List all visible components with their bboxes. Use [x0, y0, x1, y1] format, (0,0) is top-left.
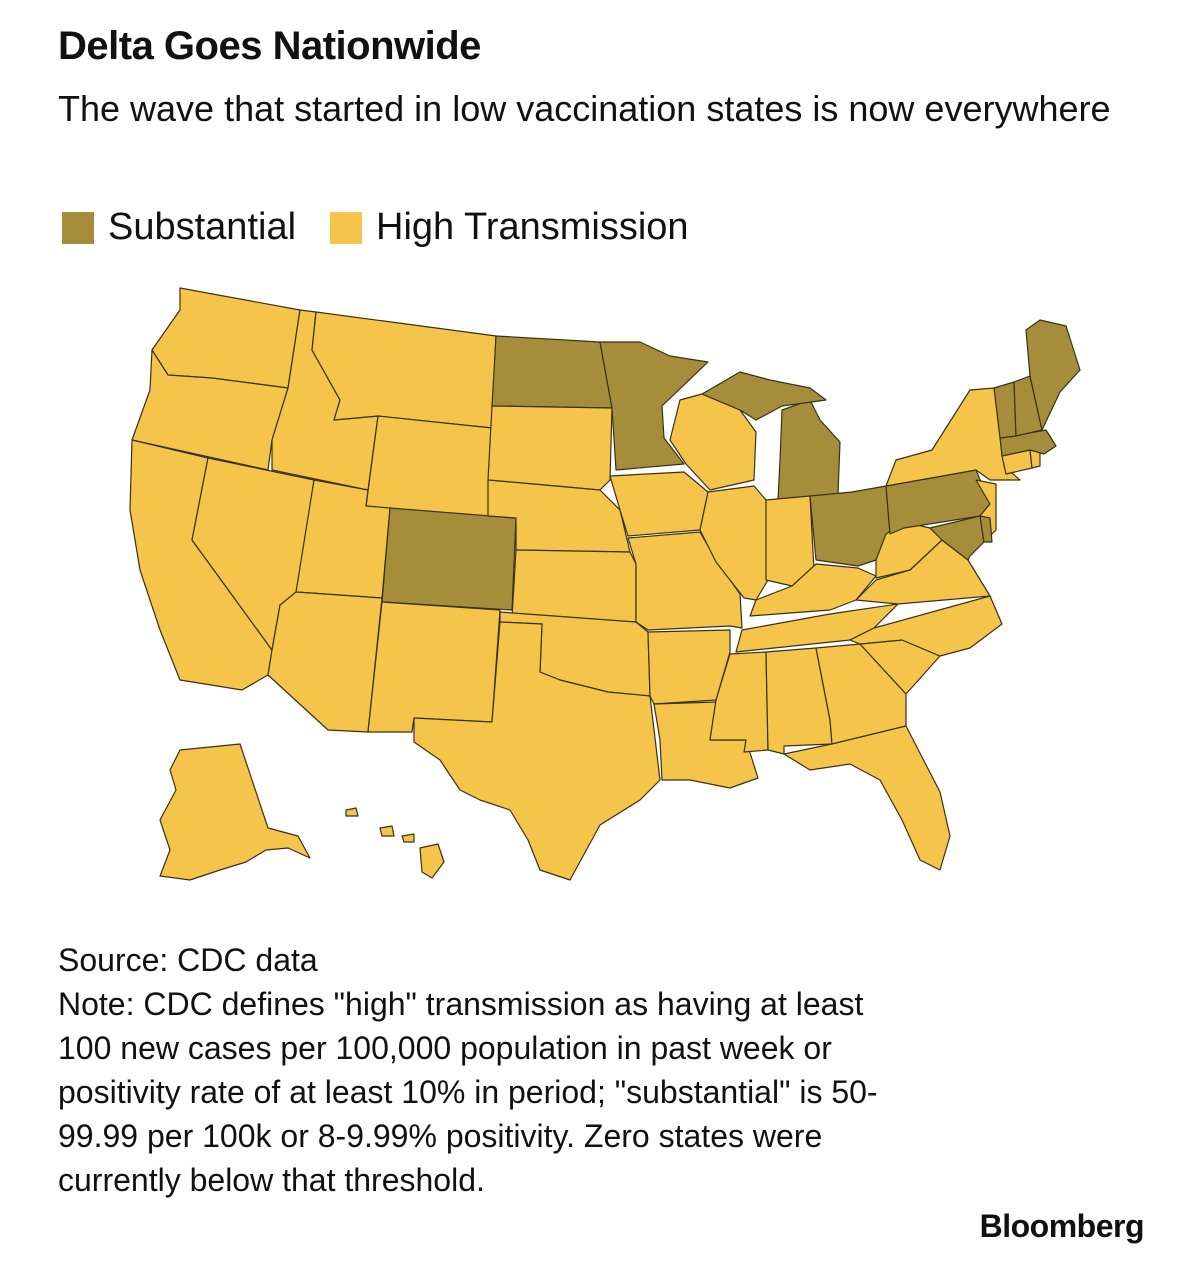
state-washington — [151, 287, 301, 389]
state-michigan — [777, 399, 841, 501]
state-arizona — [267, 591, 383, 733]
state-kansas — [511, 549, 637, 623]
legend-swatch-high — [330, 211, 363, 244]
state-north-carolina — [849, 595, 1003, 657]
state-colorado — [381, 507, 517, 611]
state-delaware — [979, 515, 993, 543]
state-hawaii — [345, 807, 445, 879]
chart-title: Delta Goes Nationwide — [58, 24, 481, 68]
state-texas — [413, 621, 661, 881]
legend: Substantial High Transmission — [62, 206, 723, 249]
state-montana — [311, 311, 497, 429]
state-michigan-upper — [701, 371, 827, 421]
footer-notes: Source: CDC data Note: CDC defines "high… — [58, 938, 918, 1202]
chart-subtitle: The wave that started in low vaccination… — [58, 88, 1111, 129]
legend-label-substantial: Substantial — [108, 206, 297, 248]
state-new-mexico — [367, 601, 501, 733]
state-minnesota — [599, 341, 709, 471]
legend-label-high: High Transmission — [376, 206, 689, 248]
source-text: Source: CDC data — [58, 942, 318, 978]
state-wyoming — [365, 415, 493, 519]
state-iowa — [609, 471, 709, 537]
us-map — [129, 287, 1081, 881]
legend-item-substantial: Substantial — [62, 206, 296, 249]
state-alaska — [159, 743, 311, 881]
legend-item-high: High Transmission — [330, 206, 689, 249]
legend-swatch-substantial — [62, 211, 94, 244]
state-south-dakota — [487, 405, 613, 491]
state-north-dakota — [491, 335, 613, 409]
state-maine — [1025, 319, 1081, 431]
bloomberg-logo: Bloomberg — [979, 1208, 1145, 1244]
state-florida — [783, 725, 951, 871]
note-text: Note: CDC defines "high" transmission as… — [58, 986, 878, 1198]
